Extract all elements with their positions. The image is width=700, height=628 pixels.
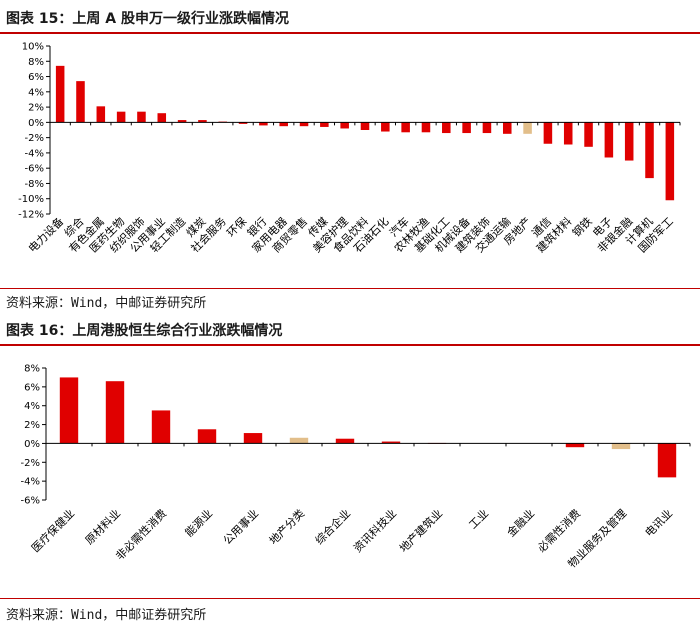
- chart1-bar: [523, 122, 532, 134]
- chart2-category-label: 公用事业: [221, 507, 261, 547]
- chart2-category-label: 原材料业: [82, 506, 123, 547]
- chart2-bar: [565, 443, 585, 448]
- chart1-source-rule: [0, 288, 700, 289]
- chart1-bar: [340, 122, 349, 129]
- chart2-ytick-label: -2%: [21, 458, 40, 469]
- chart2-category-label: 必需性消费: [534, 506, 583, 555]
- chart2-ytick-label: 8%: [24, 364, 40, 375]
- chart2-category-label: 地产建筑业: [396, 506, 445, 555]
- chart1-title: 图表 15：上周 A 股申万一级行业涨跌幅情况: [6, 11, 289, 27]
- chart2-bar: [59, 377, 79, 444]
- chart2-ytick-label: -4%: [21, 477, 40, 488]
- chart1-ytick-label: -6%: [25, 164, 44, 175]
- chart2-ytick-label: 0%: [24, 439, 40, 450]
- chart2-category-label: 金融业: [504, 506, 537, 539]
- chart1-bar: [96, 106, 106, 123]
- chart2-ytick-label: -6%: [21, 496, 40, 507]
- chart1-ytick-label: 2%: [28, 103, 44, 114]
- chart2-ytick-label: 6%: [24, 382, 40, 393]
- chart1-ytick-label: 10%: [22, 42, 44, 53]
- chart2-bar: [289, 437, 309, 444]
- chart1-bar: [157, 113, 167, 123]
- chart2-source-rule: [0, 598, 700, 599]
- chart2-title: 图表 16：上周港股恒生综合行业涨跌幅情况: [6, 323, 283, 339]
- chart1-bar: [665, 122, 675, 201]
- chart1-bar: [279, 122, 288, 127]
- chart2-bar: [657, 443, 677, 478]
- chart2-bar: [335, 438, 355, 444]
- chart1-bar: [259, 122, 268, 126]
- chart2-bar: [611, 443, 631, 450]
- chart1-ytick-label: 4%: [28, 87, 44, 98]
- chart1-ytick-label: 0%: [28, 118, 44, 129]
- chart1-bar: [462, 122, 471, 134]
- chart1-ytick-label: 6%: [28, 72, 44, 83]
- chart1-bar: [482, 122, 492, 134]
- chart2-bar: [105, 381, 125, 444]
- chart2-bar: [197, 429, 217, 444]
- chart1-bar: [604, 122, 614, 158]
- chart1-ytick-label: -12%: [18, 210, 44, 221]
- chart1-svg: 10%8%6%4%2%0%-2%-4%-6%-8%-10%-12%电力设备综合有…: [18, 42, 681, 255]
- chart2-category-label: 地产分类: [266, 506, 307, 547]
- chart1-bar: [76, 81, 85, 123]
- chart1-title-rule: [0, 32, 700, 34]
- chart2-ytick-label: 2%: [24, 420, 40, 431]
- chart2-title-rule: [0, 344, 700, 346]
- chart1-bar: [442, 122, 451, 134]
- chart1-category-label: 环保: [224, 214, 249, 239]
- chart2-category-label: 医疗保健业: [28, 506, 77, 555]
- chart1-bar: [198, 120, 207, 123]
- chart1-ytick-label: -8%: [25, 179, 44, 190]
- chart2-category-label: 电讯业: [643, 507, 676, 540]
- chart1-category-label: 钢铁: [570, 215, 595, 240]
- chart1-ytick-label: -10%: [18, 194, 44, 205]
- chart2-category-label: 工业: [466, 507, 491, 532]
- chart2-category-label: 资讯科技业: [350, 506, 399, 555]
- chart1-bar: [320, 122, 329, 127]
- chart2-ytick-label: 4%: [24, 401, 40, 412]
- chart2-source: 资料来源：Wind，中邮证券研究所: [6, 608, 207, 623]
- chart1-bar: [502, 122, 512, 134]
- chart1-bar: [299, 122, 309, 127]
- chart1-bar: [563, 122, 573, 145]
- chart1-bar: [401, 122, 410, 133]
- chart1-bar: [584, 122, 593, 147]
- chart2-bar: [381, 441, 401, 444]
- chart1-ytick-label: -4%: [25, 148, 44, 159]
- chart1-bar: [645, 122, 654, 179]
- chart1-bar: [360, 122, 370, 130]
- chart2-category-label: 能源业: [182, 506, 215, 539]
- chart1-bar: [381, 122, 390, 132]
- chart1-source: 资料来源：Wind，中邮证券研究所: [6, 296, 207, 311]
- chart1-ytick-label: -2%: [25, 133, 44, 144]
- chart2-bar: [243, 433, 263, 444]
- chart1-ytick-label: 8%: [28, 57, 44, 68]
- chart1-bar: [543, 122, 553, 144]
- chart2-category-label: 综合企业: [312, 506, 353, 547]
- chart1-bar: [137, 111, 146, 123]
- chart1-bar: [421, 122, 431, 133]
- chart1-bar: [624, 122, 634, 161]
- chart1-bar: [116, 111, 126, 123]
- chart2-bar: [151, 410, 171, 444]
- chart1-bar: [238, 122, 248, 124]
- chart1-bar: [55, 65, 65, 123]
- chart1-bar: [177, 120, 187, 123]
